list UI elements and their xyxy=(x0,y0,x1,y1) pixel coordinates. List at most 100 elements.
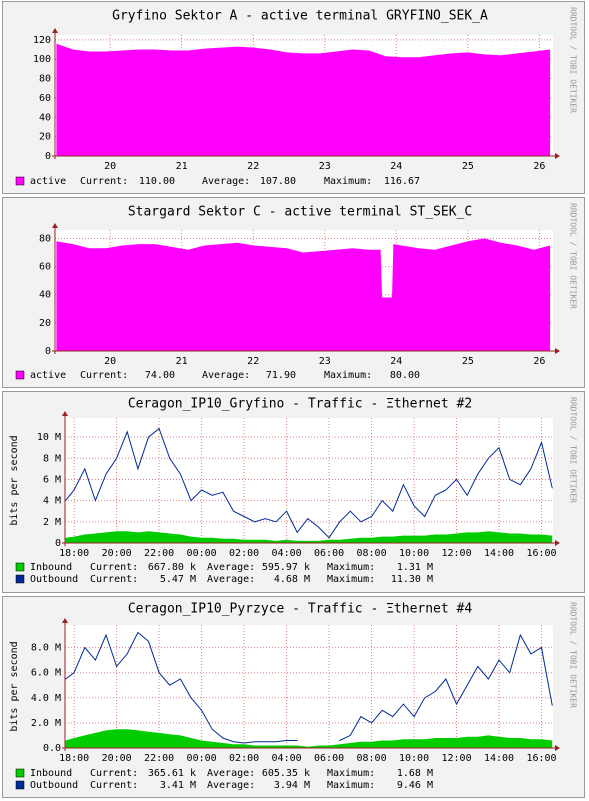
y-tick-label: 20 xyxy=(39,318,51,329)
legend-stat-label: Average: xyxy=(202,370,250,381)
y-axis-title: bits per second xyxy=(9,641,20,731)
y-tick-label: 6.0 M xyxy=(31,668,61,679)
legend-stat-label: Current: xyxy=(90,768,138,779)
y-tick-label: 0 xyxy=(55,538,61,549)
legend-swatch xyxy=(15,780,25,790)
legend-stat-value: 3.94 M xyxy=(274,780,310,791)
legend-stat-value: 595.97 k xyxy=(262,562,310,573)
legend-stat-value: 116.67 xyxy=(384,176,420,187)
legend-stat-value: 5.47 M xyxy=(160,574,196,585)
legend-swatch xyxy=(15,768,25,778)
x-tick-label: 20 xyxy=(104,356,116,367)
chart-title: Gryfino Sektor A - active terminal GRYFI… xyxy=(112,9,488,24)
legend-stat-label: Average: xyxy=(207,780,255,791)
x-tick-label: 21 xyxy=(176,356,188,367)
y-axis-arrow xyxy=(62,411,68,416)
x-tick-label: 02:00 xyxy=(229,548,259,559)
y-tick-label: 80 xyxy=(39,233,51,244)
y-tick-label: 60 xyxy=(39,262,51,273)
legend-stat-label: Maximum: xyxy=(324,176,372,187)
y-tick-label: 4.0 M xyxy=(31,693,61,704)
legend-stat-value: 74.00 xyxy=(145,370,175,381)
x-tick-label: 26 xyxy=(533,161,545,172)
x-tick-label: 08:00 xyxy=(357,753,387,764)
legend-stat-value: 80.00 xyxy=(390,370,420,381)
x-tick-label: 02:00 xyxy=(229,753,259,764)
x-tick-label: 23 xyxy=(319,161,331,172)
x-tick-label: 10:00 xyxy=(399,753,429,764)
legend-label: Outbound xyxy=(30,574,78,585)
x-tick-label: 20:00 xyxy=(102,548,132,559)
legend-label: Inbound xyxy=(30,562,72,573)
area xyxy=(56,238,551,351)
legend-stat-value: 4.68 M xyxy=(274,574,310,585)
y-axis-title: bits per second xyxy=(9,435,20,525)
legend-stat-label: Current: xyxy=(90,562,138,573)
x-tick-label: 21 xyxy=(176,161,188,172)
legend-stat-value: 1.31 M xyxy=(397,562,433,573)
y-tick-label: 40 xyxy=(39,290,51,301)
legend-swatch xyxy=(15,562,25,572)
x-tick-label: 12:00 xyxy=(441,548,471,559)
legend-stat-value: 1.68 M xyxy=(397,768,433,779)
legend-stat-label: Maximum: xyxy=(327,780,375,791)
y-tick-label: 2.0 M xyxy=(31,718,61,729)
area xyxy=(65,531,553,543)
y-tick-label: 6 M xyxy=(43,474,61,485)
legend-stat-value: 107.80 xyxy=(260,176,296,187)
legend-stat-label: Average: xyxy=(207,562,255,573)
legend-stat-value: 9.46 M xyxy=(397,780,433,791)
x-tick-label: 04:00 xyxy=(272,548,302,559)
y-tick-label: 0.0 xyxy=(43,743,61,754)
legend-stat-label: Average: xyxy=(202,176,250,187)
x-tick-label: 00:00 xyxy=(187,753,217,764)
y-tick-label: 0 xyxy=(45,151,51,162)
line xyxy=(65,427,553,539)
legend-label: active xyxy=(30,370,66,381)
legend-stat-value: 11.30 M xyxy=(391,574,433,585)
y-tick-label: 10 M xyxy=(37,432,61,443)
x-tick-label: 18:00 xyxy=(59,753,89,764)
x-tick-label: 24 xyxy=(390,161,402,172)
legend-stat-label: Current: xyxy=(80,370,128,381)
x-axis-arrow xyxy=(555,153,560,159)
x-tick-label: 26 xyxy=(533,356,545,367)
x-tick-label: 22:00 xyxy=(144,753,174,764)
legend-stat-label: Maximum: xyxy=(327,768,375,779)
legend-stat-value: 365.61 k xyxy=(148,768,196,779)
x-tick-label: 04:00 xyxy=(272,753,302,764)
legend-label: active xyxy=(30,176,66,187)
x-tick-label: 25 xyxy=(462,161,474,172)
x-tick-label: 18:00 xyxy=(59,548,89,559)
x-tick-label: 22 xyxy=(247,161,259,172)
y-tick-label: 60 xyxy=(39,93,51,104)
x-axis-arrow xyxy=(555,348,560,354)
x-tick-label: 23 xyxy=(319,356,331,367)
legend-stat-value: 667.80 k xyxy=(148,562,196,573)
y-tick-label: 40 xyxy=(39,112,51,123)
chart-title: Ceragon_IP10_Gryfino - Traffic - Ξtherne… xyxy=(128,397,472,412)
x-tick-label: 06:00 xyxy=(314,753,344,764)
x-tick-label: 20 xyxy=(104,161,116,172)
legend-label: Inbound xyxy=(30,768,72,779)
x-tick-label: 10:00 xyxy=(399,548,429,559)
y-tick-label: 8 M xyxy=(43,453,61,464)
plot-area xyxy=(65,625,553,748)
legend-swatch xyxy=(15,176,25,186)
legend-stat-label: Current: xyxy=(80,176,128,187)
legend-stat-value: 3.41 M xyxy=(160,780,196,791)
y-tick-label: 100 xyxy=(33,54,51,65)
x-tick-label: 12:00 xyxy=(441,753,471,764)
x-tick-label: 16:00 xyxy=(526,753,556,764)
legend-stat-label: Average: xyxy=(207,768,255,779)
y-axis-arrow xyxy=(52,223,58,228)
x-axis-arrow xyxy=(555,745,560,751)
x-axis-arrow xyxy=(555,540,560,546)
y-axis-arrow xyxy=(62,618,68,623)
area xyxy=(65,729,553,748)
legend-swatch xyxy=(15,574,25,584)
y-tick-label: 4 M xyxy=(43,496,61,507)
chart-title: Stargard Sektor C - active terminal ST_S… xyxy=(128,205,472,220)
x-tick-label: 22:00 xyxy=(144,548,174,559)
legend-stat-value: 605.35 k xyxy=(262,768,310,779)
